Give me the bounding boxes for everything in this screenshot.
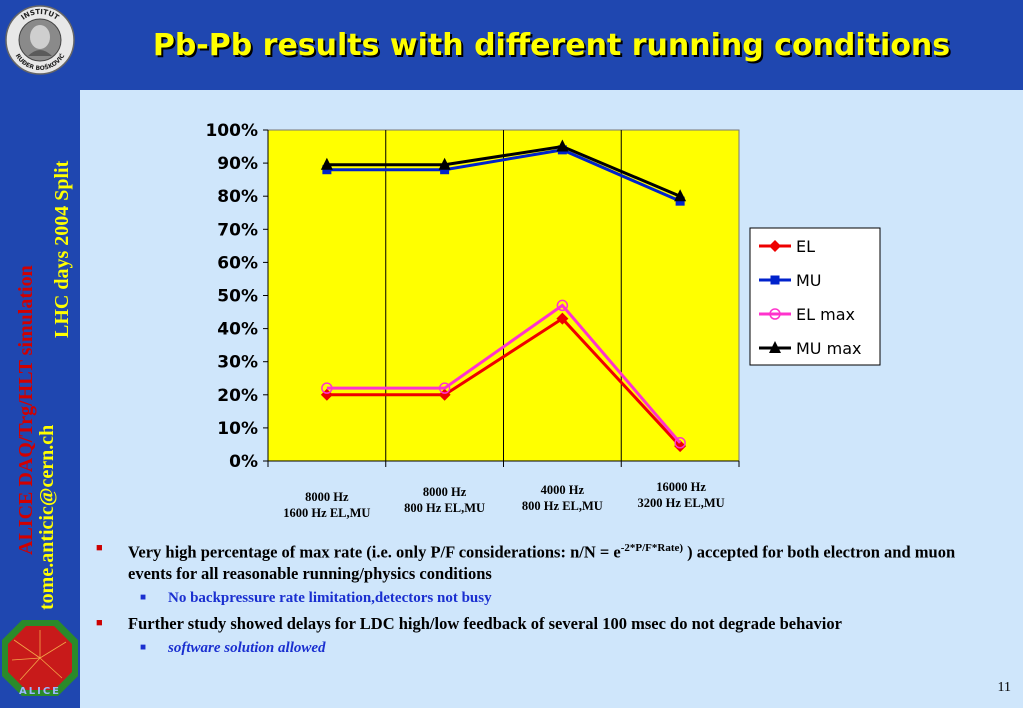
data-point	[556, 299, 569, 312]
alice-logo-text: ALICE	[19, 686, 61, 697]
legend-label: EL	[796, 237, 815, 256]
sidebar-text-event: LHC days 2004 Split	[51, 160, 73, 338]
sub-bullet-text: software solution allowed	[168, 639, 326, 656]
data-point	[674, 440, 687, 453]
x-tick-label: 4000 Hz	[541, 483, 585, 497]
bullet-marker-icon: ■	[96, 542, 103, 554]
x-tick-label: 16000 Hz	[656, 480, 706, 494]
sub-bullet-item: ■ No backpressure rate limitation,detect…	[92, 588, 992, 608]
line-chart: 0% 10% 20% 30% 40% 50% 60% 70% 80% 90% 100% 8000 H…	[205, 121, 881, 520]
bullet-formula-exponent: -2*P/F*Rate)	[620, 542, 684, 554]
x-tick-label: 3200 Hz EL,MU	[638, 496, 725, 510]
bullet-marker-icon: ■	[96, 616, 103, 629]
legend-label: MU	[796, 271, 822, 290]
sidebar-text-email: tome.anticic@cern.ch	[36, 424, 58, 610]
y-tick-label: 10%	[217, 419, 258, 439]
page-title: Pb-Pb results with different running con…	[152, 28, 951, 63]
y-tick-label: 50%	[217, 287, 258, 307]
page-number: 11	[997, 680, 1011, 695]
y-tick-label: 90%	[217, 154, 258, 174]
series-line	[326, 303, 682, 444]
sub-bullet-marker-icon: ■	[140, 591, 147, 603]
data-point	[438, 382, 451, 394]
sidebar	[0, 0, 80, 708]
sub-bullet-marker-icon: ■	[140, 641, 147, 653]
bullet-item: ■ Further study showed delays for LDC hi…	[92, 613, 992, 634]
legend-swatch-marker	[770, 275, 780, 285]
bullet-text: Further study showed delays for LDC high…	[128, 613, 842, 633]
x-tick-label: 800 Hz EL,MU	[522, 499, 603, 513]
y-tick-label: 60%	[217, 253, 258, 273]
legend-swatch-marker	[769, 308, 781, 320]
data-point	[556, 139, 569, 152]
y-tick-label: 80%	[217, 187, 258, 207]
legend-box	[749, 227, 881, 366]
y-tick-label: 20%	[217, 386, 258, 406]
y-tick-label: 70%	[217, 220, 258, 240]
y-tick-label: 100%	[205, 121, 258, 141]
y-tick-label: 40%	[217, 320, 258, 340]
data-point	[556, 312, 569, 325]
legend-label: MU max	[796, 339, 861, 358]
legend-swatch-marker	[769, 341, 781, 353]
sidebar-text-project: ALICE DAQ/Trg/HLT simulation	[15, 265, 37, 555]
y-tick-label: 0%	[229, 452, 258, 472]
y-tick-label: 30%	[217, 353, 258, 373]
data-point	[674, 189, 687, 202]
legend-swatch-marker	[769, 240, 781, 252]
legend-label: EL max	[796, 305, 855, 324]
bullet-text-cont: ) accepted for both electron and muon ev…	[128, 542, 956, 583]
x-tick-label: 8000 Hz	[305, 490, 349, 504]
alice-logo: ALICE	[2, 620, 78, 697]
data-point	[320, 157, 333, 170]
bullet-list: ■ Very high percentage of max rate (i.e.…	[92, 538, 992, 663]
bullet-item: ■ Very high percentage of max rate (i.e.…	[92, 538, 992, 584]
data-point	[438, 157, 451, 170]
institute-logo: INSTITUT RUĐER BOŠKOVIĆ	[5, 5, 75, 75]
sub-bullet-text: No backpressure rate limitation,detector…	[168, 589, 492, 606]
series-line	[326, 316, 682, 448]
sub-bullet-item: ■ software solution allowed	[92, 638, 992, 658]
x-tick-label: 1600 Hz EL,MU	[283, 506, 370, 520]
data-point	[321, 382, 333, 394]
series-line	[326, 145, 681, 198]
x-tick-label: 8000 Hz	[423, 485, 467, 499]
data-point	[674, 437, 686, 449]
title-bar	[80, 0, 1023, 90]
bullet-text: Very high percentage of max rate (i.e. o…	[128, 542, 621, 562]
x-tick-label: 800 Hz EL,MU	[404, 501, 485, 515]
series-line	[326, 148, 681, 203]
